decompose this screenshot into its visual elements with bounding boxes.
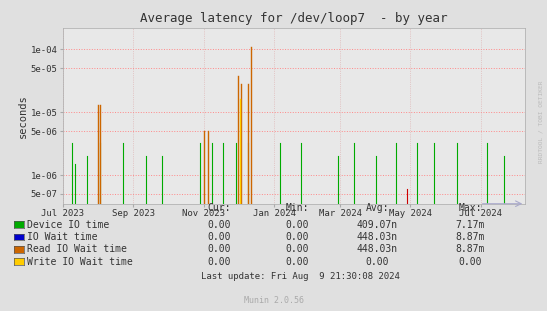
Text: 0.00: 0.00 xyxy=(286,232,309,242)
Text: 0.00: 0.00 xyxy=(207,232,230,242)
Text: 448.03n: 448.03n xyxy=(357,244,398,254)
Text: 0.00: 0.00 xyxy=(207,244,230,254)
Text: 0.00: 0.00 xyxy=(207,220,230,230)
Y-axis label: seconds: seconds xyxy=(18,94,28,138)
Text: Min:: Min: xyxy=(286,203,309,213)
Text: 8.87m: 8.87m xyxy=(456,244,485,254)
Text: 409.07n: 409.07n xyxy=(357,220,398,230)
Text: 0.00: 0.00 xyxy=(286,257,309,267)
Text: Cur:: Cur: xyxy=(207,203,230,213)
Text: Munin 2.0.56: Munin 2.0.56 xyxy=(243,296,304,305)
Text: 448.03n: 448.03n xyxy=(357,232,398,242)
Title: Average latency for /dev/loop7  - by year: Average latency for /dev/loop7 - by year xyxy=(140,12,448,26)
Text: Read IO Wait time: Read IO Wait time xyxy=(27,244,127,254)
Text: Last update: Fri Aug  9 21:30:08 2024: Last update: Fri Aug 9 21:30:08 2024 xyxy=(201,272,400,281)
Text: 7.17m: 7.17m xyxy=(456,220,485,230)
Text: 0.00: 0.00 xyxy=(459,257,482,267)
Text: 8.87m: 8.87m xyxy=(456,232,485,242)
Text: IO Wait time: IO Wait time xyxy=(27,232,98,242)
Text: 0.00: 0.00 xyxy=(286,244,309,254)
Text: 0.00: 0.00 xyxy=(207,257,230,267)
Text: Max:: Max: xyxy=(459,203,482,213)
Text: 0.00: 0.00 xyxy=(366,257,389,267)
Text: Write IO Wait time: Write IO Wait time xyxy=(27,257,133,267)
Text: 0.00: 0.00 xyxy=(286,220,309,230)
Text: Avg:: Avg: xyxy=(366,203,389,213)
Text: Device IO time: Device IO time xyxy=(27,220,109,230)
Text: RRDTOOL / TOBI OETIKER: RRDTOOL / TOBI OETIKER xyxy=(538,80,543,163)
